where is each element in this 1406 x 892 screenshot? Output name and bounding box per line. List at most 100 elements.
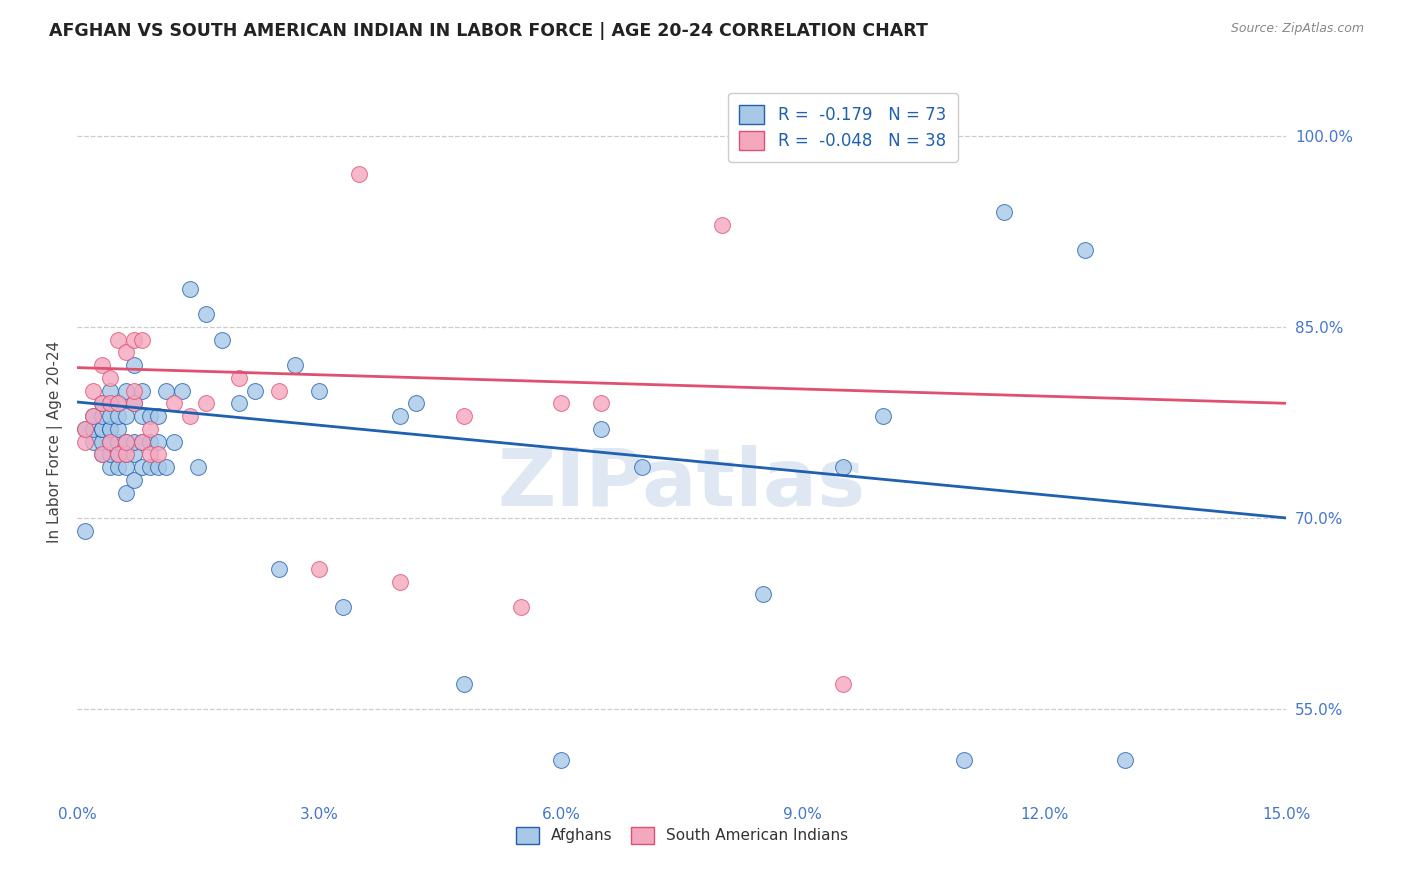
Point [122, 384, 145, 398]
Point [107, 460, 129, 475]
Point [139, 447, 162, 461]
Point [122, 473, 145, 487]
Point [388, 574, 411, 589]
Point [82, 434, 104, 449]
Point [114, 345, 136, 359]
Point [155, 460, 177, 475]
Point [90, 358, 112, 372]
Point [284, 358, 307, 372]
Point [75, 422, 97, 436]
Point [550, 396, 572, 410]
Point [591, 396, 613, 410]
Point [98, 396, 121, 410]
Point [131, 434, 153, 449]
Point [122, 358, 145, 372]
Point [179, 282, 201, 296]
Point [122, 396, 145, 410]
Point [308, 384, 330, 398]
Point [107, 434, 129, 449]
Point [163, 434, 186, 449]
Point [872, 409, 894, 423]
Point [179, 409, 201, 423]
Point [122, 396, 145, 410]
Point [195, 307, 218, 321]
Point [953, 753, 976, 767]
Point [308, 562, 330, 576]
Point [993, 205, 1015, 219]
Point [107, 409, 129, 423]
Point [349, 167, 371, 181]
Point [187, 460, 209, 475]
Point [711, 218, 734, 232]
Point [332, 600, 354, 615]
Point [139, 460, 162, 475]
Point [90, 409, 112, 423]
Point [122, 447, 145, 461]
Point [131, 384, 153, 398]
Point [107, 422, 129, 436]
Point [131, 434, 153, 449]
Point [139, 422, 162, 436]
Point [90, 396, 112, 410]
Point [98, 422, 121, 436]
Point [90, 396, 112, 410]
Point [82, 422, 104, 436]
Point [114, 485, 136, 500]
Point [195, 396, 218, 410]
Point [114, 460, 136, 475]
Point [90, 434, 112, 449]
Point [832, 460, 855, 475]
Point [107, 333, 129, 347]
Point [98, 422, 121, 436]
Point [751, 587, 773, 601]
Point [90, 422, 112, 436]
Point [107, 396, 129, 410]
Point [1074, 244, 1097, 258]
Point [75, 434, 97, 449]
Point [1114, 753, 1136, 767]
Point [131, 333, 153, 347]
Point [172, 384, 194, 398]
Text: ZIPatlas: ZIPatlas [498, 445, 866, 524]
Point [114, 409, 136, 423]
Y-axis label: In Labor Force | Age 20-24: In Labor Force | Age 20-24 [48, 341, 63, 542]
Point [98, 434, 121, 449]
Point [509, 600, 531, 615]
Point [146, 434, 169, 449]
Point [405, 396, 427, 410]
Point [98, 460, 121, 475]
Point [146, 460, 169, 475]
Point [146, 447, 169, 461]
Point [211, 333, 233, 347]
Point [90, 447, 112, 461]
Legend: Afghans, South American Indians: Afghans, South American Indians [505, 816, 859, 855]
Point [155, 384, 177, 398]
Point [82, 384, 104, 398]
Point [75, 422, 97, 436]
Point [630, 460, 652, 475]
Point [98, 434, 121, 449]
Text: Source: ZipAtlas.com: Source: ZipAtlas.com [1230, 22, 1364, 36]
Text: AFGHAN VS SOUTH AMERICAN INDIAN IN LABOR FORCE | AGE 20-24 CORRELATION CHART: AFGHAN VS SOUTH AMERICAN INDIAN IN LABOR… [49, 22, 928, 40]
Point [228, 371, 250, 385]
Point [98, 396, 121, 410]
Point [75, 524, 97, 538]
Point [114, 434, 136, 449]
Point [453, 676, 475, 690]
Point [82, 409, 104, 423]
Point [243, 384, 266, 398]
Point [267, 384, 290, 398]
Point [98, 384, 121, 398]
Point [114, 447, 136, 461]
Point [139, 434, 162, 449]
Point [98, 447, 121, 461]
Point [591, 422, 613, 436]
Point [122, 333, 145, 347]
Point [107, 396, 129, 410]
Point [114, 384, 136, 398]
Point [163, 396, 186, 410]
Point [82, 409, 104, 423]
Point [453, 409, 475, 423]
Point [146, 409, 169, 423]
Point [114, 447, 136, 461]
